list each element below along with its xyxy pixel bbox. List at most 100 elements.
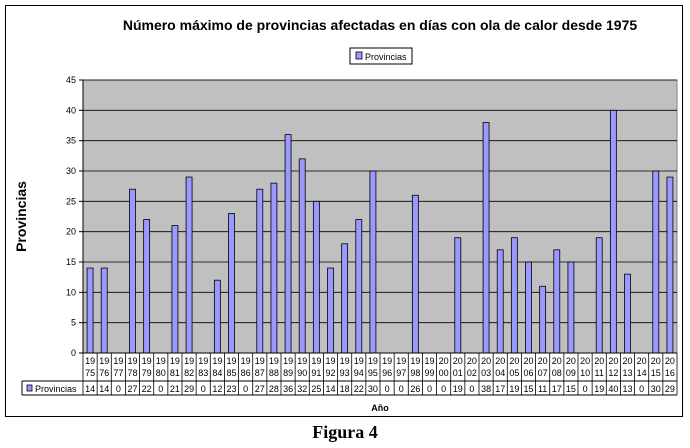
- data-label: 0: [441, 384, 446, 394]
- data-label: 14: [85, 384, 95, 394]
- y-tick-label: 5: [71, 318, 76, 328]
- data-label: 14: [99, 384, 109, 394]
- x-tick-label: 19 79: [142, 356, 152, 378]
- x-tick-label: 19 88: [269, 356, 279, 378]
- x-tick-label: 20 05: [509, 356, 519, 378]
- bar-2016: [666, 176, 674, 354]
- data-label: 11: [538, 384, 547, 394]
- data-label: 38: [481, 384, 491, 394]
- x-tick-label: 19 87: [255, 356, 265, 378]
- bar-1990: [298, 158, 306, 354]
- table-legend-swatch: [26, 384, 33, 392]
- x-tick-label: 19 99: [424, 356, 434, 378]
- data-label: 15: [523, 384, 533, 394]
- data-label: 0: [399, 384, 404, 394]
- x-tick-label: 19 80: [156, 356, 166, 378]
- data-label: 32: [297, 384, 307, 394]
- data-label: 13: [622, 384, 632, 394]
- x-tick-label: 20 11: [594, 356, 604, 378]
- x-tick-label: 19 98: [410, 356, 420, 378]
- bar-2006: [525, 261, 532, 354]
- x-tick-label: 20 01: [453, 356, 463, 378]
- x-tick-label: 20 07: [538, 356, 548, 378]
- x-tick-label: 19 90: [297, 356, 307, 378]
- data-label: 27: [127, 384, 137, 394]
- data-label: 12: [212, 384, 222, 394]
- chart-title: Número máximo de provincias afectadas en…: [123, 17, 638, 33]
- data-label: 40: [608, 384, 618, 394]
- bar-2003: [482, 122, 490, 354]
- y-tick-label: 45: [66, 75, 76, 85]
- x-tick-label: 19 97: [396, 356, 406, 378]
- data-label: 17: [552, 384, 562, 394]
- x-tick-label: 19 75: [85, 356, 95, 378]
- y-tick-label: 40: [66, 105, 76, 115]
- x-tick-label: 19 93: [340, 356, 350, 378]
- bar-1988: [270, 182, 278, 354]
- bar-1979: [143, 219, 151, 354]
- bar-1992: [327, 267, 334, 354]
- data-label: 30: [651, 384, 661, 394]
- data-label: 26: [410, 384, 420, 394]
- data-label: 28: [269, 384, 279, 394]
- x-tick-label: 19 91: [311, 356, 321, 378]
- y-tick-label: 20: [66, 227, 76, 237]
- x-tick-label: 19 76: [99, 356, 109, 378]
- y-axis-label: Provincias: [13, 181, 29, 252]
- y-tick-label: 10: [66, 287, 76, 297]
- data-label: 14: [325, 384, 335, 394]
- bar-2015: [652, 170, 660, 354]
- bar-2001: [454, 237, 462, 354]
- bar-1984: [213, 279, 221, 354]
- x-tick-label: 19 94: [354, 356, 364, 378]
- data-label: 19: [509, 384, 519, 394]
- x-tick-label: 19 77: [113, 356, 123, 378]
- x-tick-label: 20 10: [580, 356, 590, 378]
- data-label: 36: [283, 384, 293, 394]
- data-label: 0: [639, 384, 644, 394]
- x-tick-label: 19 96: [382, 356, 392, 378]
- x-axis-label: Año: [371, 403, 389, 413]
- y-tick-label: 35: [66, 136, 76, 146]
- data-label: 0: [583, 384, 588, 394]
- data-label: 0: [469, 384, 474, 394]
- x-tick-label: 19 83: [198, 356, 208, 378]
- x-tick-label: 20 04: [495, 356, 505, 378]
- bar-1976: [100, 267, 108, 354]
- data-label: 0: [385, 384, 390, 394]
- bar-1995: [369, 170, 377, 354]
- bar-2008: [553, 249, 561, 354]
- bar-1982: [185, 176, 193, 354]
- data-label: 0: [243, 384, 248, 394]
- x-tick-label: 19 92: [325, 356, 335, 378]
- data-label: 0: [427, 384, 432, 394]
- x-tick-label: 20 09: [566, 356, 576, 378]
- data-label: 17: [495, 384, 505, 394]
- figure-caption: Figura 4: [312, 422, 378, 442]
- y-tick-label: 25: [66, 196, 76, 206]
- bar-1987: [256, 188, 264, 354]
- data-label: 19: [594, 384, 604, 394]
- bar-1993: [341, 243, 349, 354]
- legend-swatch: [355, 51, 363, 60]
- bar-1978: [129, 188, 136, 354]
- x-tick-label: 19 84: [212, 356, 222, 378]
- data-label: 18: [340, 384, 350, 394]
- x-tick-label: 20 03: [481, 356, 491, 378]
- bar-2011: [595, 237, 603, 354]
- bar-2012: [609, 109, 617, 354]
- bar-2004: [496, 249, 504, 354]
- bar-1991: [312, 200, 320, 354]
- x-tick-label: 19 86: [241, 356, 251, 378]
- data-label: 15: [566, 384, 576, 394]
- x-tick-label: 19 95: [368, 356, 378, 378]
- data-label: 21: [170, 384, 180, 394]
- y-tick-label: 15: [66, 257, 76, 267]
- bar-2005: [510, 237, 518, 354]
- x-tick-label: 19 78: [127, 356, 137, 378]
- x-tick-label: 19 81: [170, 356, 180, 378]
- legend-label: Provincias: [365, 52, 407, 62]
- x-tick-label: 20 16: [665, 356, 675, 378]
- y-tick-label: 0: [71, 348, 76, 358]
- x-tick-label: 20 06: [523, 356, 533, 378]
